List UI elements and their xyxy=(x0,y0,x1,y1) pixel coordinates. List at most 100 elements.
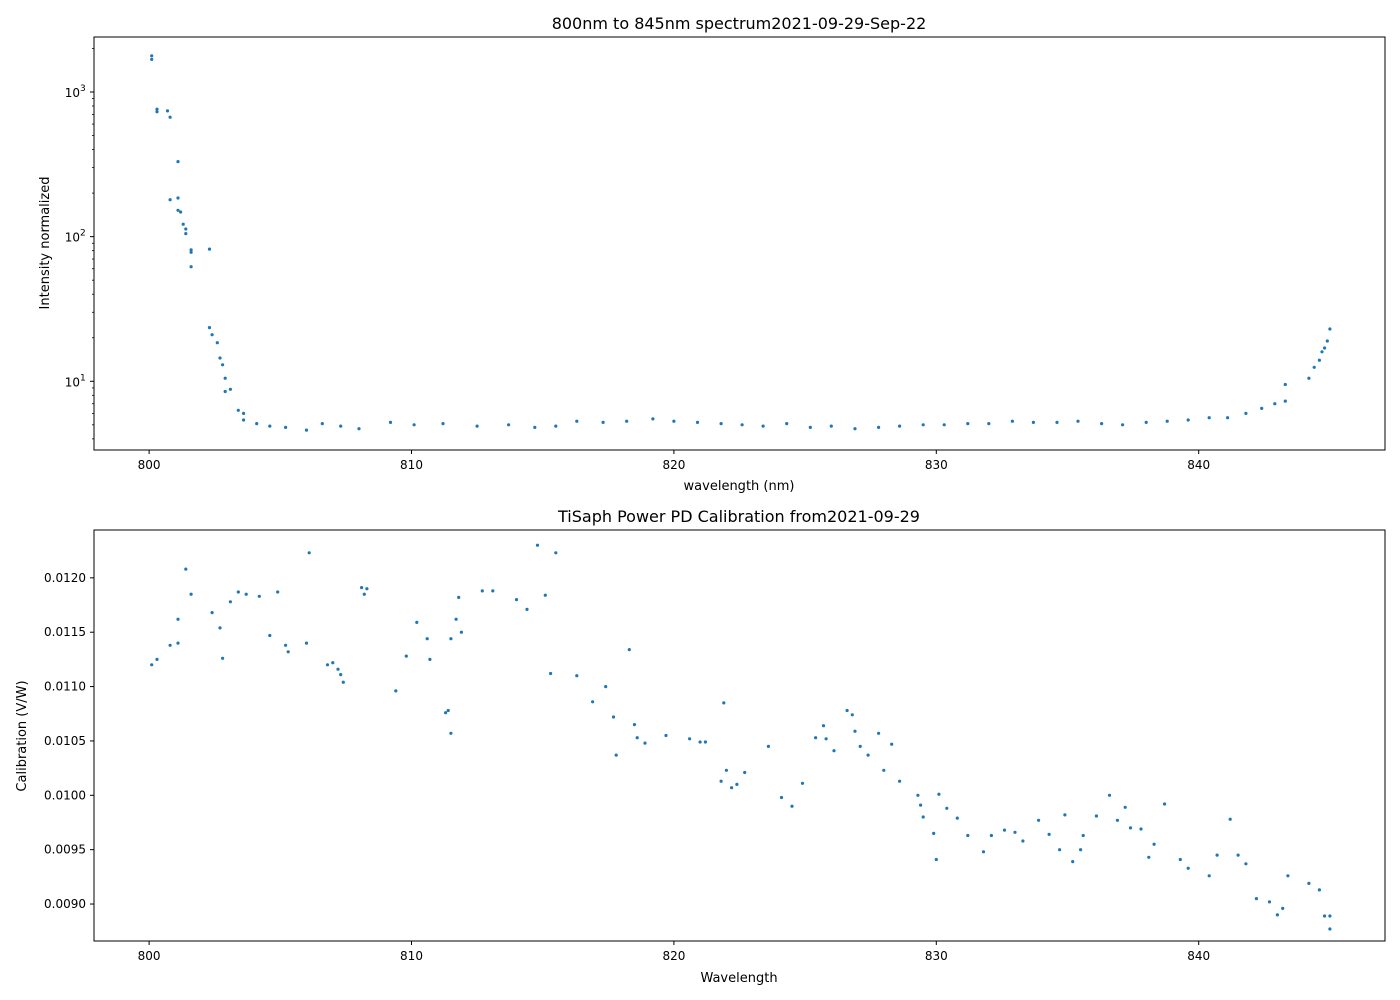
data-point xyxy=(1281,906,1285,911)
calibration-title: TiSaph Power PD Calibration from2021-09-… xyxy=(557,507,920,526)
x-tick-label: 830 xyxy=(925,458,948,472)
calibration-x-ticks: 800 810 820 830 840 xyxy=(138,941,1210,963)
data-point xyxy=(514,598,519,602)
data-point xyxy=(1063,813,1067,817)
data-point xyxy=(719,422,723,426)
data-point xyxy=(1047,832,1051,837)
data-point xyxy=(575,674,579,678)
data-point xyxy=(415,620,419,625)
data-point xyxy=(703,740,708,744)
data-point xyxy=(1283,399,1287,403)
data-point xyxy=(1267,900,1272,904)
data-point xyxy=(236,408,240,412)
data-point xyxy=(1312,365,1316,369)
data-point xyxy=(808,425,812,429)
data-point xyxy=(1115,818,1119,822)
data-point xyxy=(428,657,432,662)
x-tick-label: 820 xyxy=(662,949,685,963)
y-tick-label: 0.0090 xyxy=(44,897,86,911)
data-point xyxy=(890,742,894,746)
data-point xyxy=(1207,874,1211,878)
data-point xyxy=(1317,888,1321,892)
data-point xyxy=(1010,419,1015,423)
data-point xyxy=(1286,874,1290,878)
data-point xyxy=(207,247,212,251)
data-point xyxy=(1323,914,1327,918)
data-point xyxy=(176,617,180,621)
data-point xyxy=(942,423,946,427)
data-point xyxy=(1328,327,1332,331)
data-point xyxy=(155,657,159,662)
spectrum-title: 800nm to 845nm spectrum2021-09-29-Sep-22 xyxy=(552,14,927,33)
data-point xyxy=(643,741,647,745)
data-point xyxy=(779,795,784,800)
data-point xyxy=(362,592,366,596)
spectrum-x-ticks: 800 810 820 830 840 xyxy=(138,450,1210,472)
data-point xyxy=(454,617,458,621)
data-point xyxy=(601,420,605,424)
data-point xyxy=(535,543,540,547)
x-tick-label: 800 xyxy=(138,949,161,963)
data-point xyxy=(1121,423,1125,427)
data-point xyxy=(242,418,246,422)
data-point xyxy=(189,248,193,252)
data-point xyxy=(150,54,154,58)
data-point xyxy=(724,768,729,772)
data-point xyxy=(766,744,771,749)
calibration-y-axis-label: Calibration (V/W) xyxy=(15,680,30,791)
data-point xyxy=(525,607,529,612)
data-point xyxy=(966,833,970,838)
data-point xyxy=(286,650,290,654)
data-point xyxy=(814,736,818,740)
data-point xyxy=(1037,818,1041,822)
data-point xyxy=(866,753,870,757)
data-point xyxy=(218,626,222,630)
data-point xyxy=(987,422,991,426)
data-point xyxy=(304,428,309,432)
data-point xyxy=(1244,411,1248,415)
data-point xyxy=(179,210,183,214)
data-point xyxy=(1323,346,1327,350)
data-point xyxy=(284,425,288,429)
data-point xyxy=(210,333,214,337)
data-point xyxy=(475,424,479,428)
data-point xyxy=(635,736,639,740)
data-point xyxy=(916,793,920,797)
data-point xyxy=(989,833,994,838)
data-point xyxy=(1275,913,1279,917)
calibration-axes-frame xyxy=(93,529,1386,942)
data-point xyxy=(457,595,461,600)
data-point xyxy=(1226,416,1230,420)
data-point xyxy=(228,387,232,391)
data-point xyxy=(921,815,925,819)
data-point xyxy=(1317,358,1321,362)
data-point xyxy=(898,779,902,783)
data-point xyxy=(919,803,923,807)
data-point xyxy=(207,326,212,330)
data-point xyxy=(223,376,227,380)
y-tick-label: 0.0095 xyxy=(44,843,86,857)
data-point xyxy=(184,232,188,236)
y-tick-exponent: 3 xyxy=(80,84,86,94)
x-tick-label: 810 xyxy=(400,949,423,963)
data-point xyxy=(181,222,185,226)
data-point xyxy=(449,731,453,735)
data-point xyxy=(1031,420,1035,424)
data-point xyxy=(1128,826,1133,830)
data-point xyxy=(934,857,938,862)
data-point xyxy=(832,749,836,753)
spectrum-y-axis-label: Intensity normalized xyxy=(38,177,53,310)
data-point xyxy=(625,419,629,423)
data-point xyxy=(575,419,579,423)
data-point xyxy=(404,654,408,658)
data-point xyxy=(1107,793,1112,797)
data-point xyxy=(165,109,170,113)
data-point xyxy=(672,419,676,423)
data-point xyxy=(449,637,453,641)
x-tick-label: 840 xyxy=(1187,949,1210,963)
data-point xyxy=(651,417,655,421)
data-point xyxy=(336,667,340,671)
data-point xyxy=(1207,416,1211,420)
